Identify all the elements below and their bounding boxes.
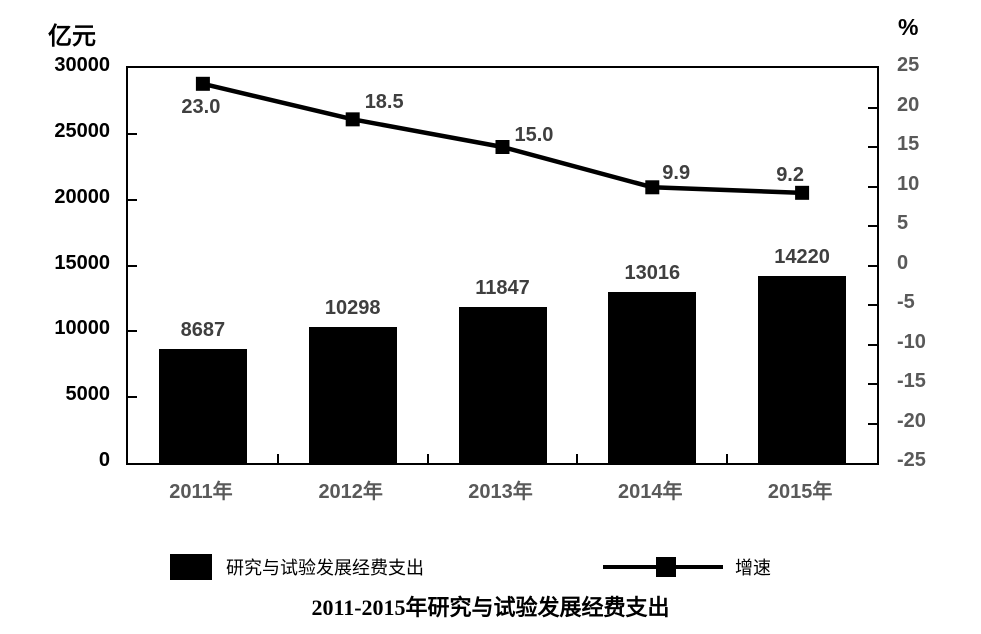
right-tick-label: -20 xyxy=(897,409,926,432)
right-tick-mark xyxy=(868,106,877,109)
plot-area: 8687 10298 11847 13016 14220 23.0 18.5 15.0 9.9 9… xyxy=(126,66,879,465)
right-tick-label: 10 xyxy=(897,172,920,195)
left-axis-unit-label: 亿元 xyxy=(48,24,96,50)
left-tick-mark xyxy=(128,198,137,201)
left-tick-mark xyxy=(128,396,137,399)
x-tick-mark xyxy=(726,454,729,463)
right-tick-label: 15 xyxy=(897,133,920,155)
line-marker-icon xyxy=(495,140,510,154)
chart-title: 2011-2015年研究与试验发展经费支出 xyxy=(311,595,670,620)
right-tick-label: -5 xyxy=(897,291,915,313)
bar-series-swatch-icon xyxy=(170,554,212,580)
x-tick-label: 2012年 xyxy=(318,481,383,503)
left-tick-label: 25000 xyxy=(54,119,110,142)
bar-value-label: 11847 xyxy=(475,277,530,299)
right-tick-mark xyxy=(868,264,877,267)
bar-value-label: 13016 xyxy=(624,261,681,284)
right-tick-label: 0 xyxy=(897,251,909,274)
right-tick-mark xyxy=(868,225,877,227)
x-tick-mark xyxy=(276,454,279,463)
line-path xyxy=(202,81,803,196)
left-tick-label: 15000 xyxy=(54,251,110,274)
bar-2015年 xyxy=(758,275,847,463)
right-tick-label: -10 xyxy=(897,330,926,353)
left-tick-mark xyxy=(128,264,137,267)
x-tick-mark xyxy=(426,454,429,463)
bar-2014年 xyxy=(608,291,697,463)
bar-2011年 xyxy=(158,348,247,463)
right-tick-label: 20 xyxy=(897,93,920,116)
right-tick-mark xyxy=(868,304,877,306)
x-tick-label: 2011年 xyxy=(169,481,233,503)
legend: 研究与试验发展经费支出 增速 xyxy=(0,548,981,590)
right-tick-mark xyxy=(868,185,877,188)
left-tick-label: 30000 xyxy=(54,54,110,76)
line-series-swatch-icon xyxy=(603,554,723,580)
line-marker-icon xyxy=(645,180,660,195)
bar-2012年 xyxy=(308,327,397,463)
line-value-label: 9.9 xyxy=(662,162,691,185)
x-tick-label: 2015年 xyxy=(767,481,833,503)
left-tick-mark xyxy=(128,330,137,333)
left-tick-label: 5000 xyxy=(65,383,111,406)
bar-2013年 xyxy=(458,307,547,463)
left-tick-label: 20000 xyxy=(54,185,110,208)
right-tick-label: 25 xyxy=(897,54,920,76)
right-axis-unit-label: % xyxy=(898,14,919,40)
bar-value-label: 10298 xyxy=(324,297,381,320)
right-tick-label: 5 xyxy=(897,212,909,234)
line-value-label: 23.0 xyxy=(181,95,221,118)
growth-line-series xyxy=(195,76,810,200)
right-tick-mark xyxy=(868,343,877,346)
line-value-label: 15.0 xyxy=(514,124,554,146)
x-tick-label: 2014年 xyxy=(618,481,683,503)
right-tick-mark xyxy=(868,383,877,385)
left-tick-mark xyxy=(128,132,137,135)
x-tick-mark xyxy=(576,454,579,463)
bar-series-legend-label: 研究与试验发展经费支出 xyxy=(226,558,424,578)
line-marker-icon xyxy=(195,76,210,91)
line-series-legend-label: 增速 xyxy=(735,558,771,578)
right-tick-label: -25 xyxy=(897,449,926,471)
left-tick-label: 10000 xyxy=(54,317,110,340)
line-marker-icon xyxy=(345,112,360,127)
line-value-label: 9.2 xyxy=(776,163,804,186)
left-tick-label: 0 xyxy=(98,449,110,471)
legend-item-bar: 研究与试验发展经费支出 xyxy=(170,554,424,580)
line-value-label: 18.5 xyxy=(364,91,404,114)
legend-item-line: 增速 xyxy=(603,554,771,580)
right-tick-label: -15 xyxy=(897,370,926,392)
bar-value-label: 14220 xyxy=(774,245,830,268)
x-tick-label: 2013年 xyxy=(468,481,533,503)
line-marker-icon xyxy=(795,185,810,200)
right-tick-mark xyxy=(868,146,877,148)
right-tick-mark xyxy=(868,422,877,425)
bar-value-label: 8687 xyxy=(180,318,226,341)
